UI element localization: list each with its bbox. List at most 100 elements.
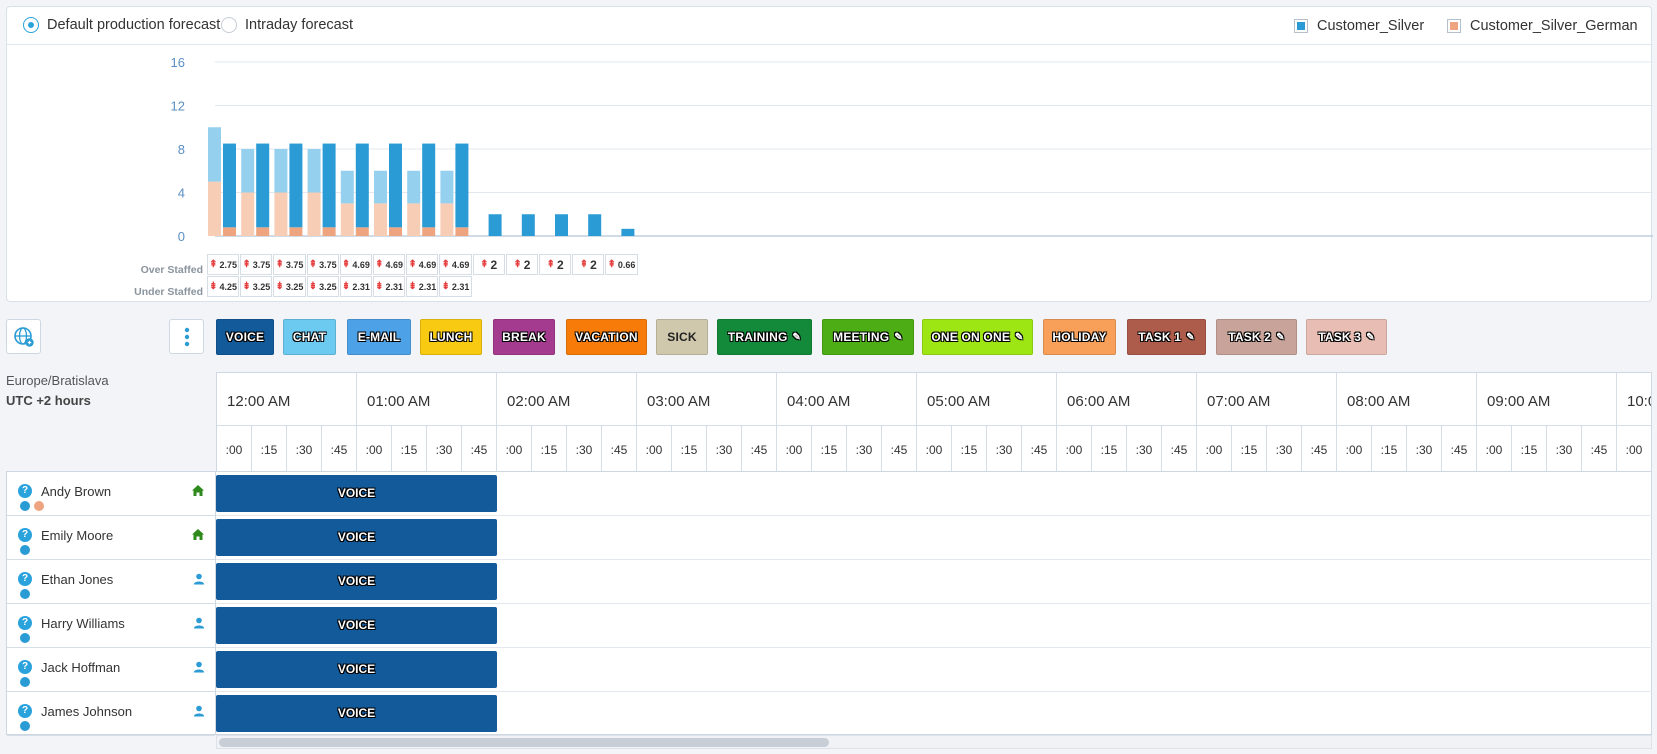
home-icon xyxy=(192,529,204,540)
help-icon[interactable]: ? xyxy=(18,660,32,674)
staffing-value: 2.31 xyxy=(352,281,370,292)
forecast-german-bar xyxy=(208,181,221,236)
over-arrow-icon: ⇞ xyxy=(546,259,555,270)
scheduled-silver-bar xyxy=(621,228,635,236)
shift-block-voice[interactable]: VOICE xyxy=(216,475,497,512)
shift-block-voice[interactable]: VOICE xyxy=(216,519,497,556)
help-icon[interactable]: ? xyxy=(18,528,32,542)
activity-chat[interactable]: CHAT xyxy=(283,319,336,355)
radio-default-forecast[interactable]: Default production forecast xyxy=(23,17,220,33)
staffing-value: 4.69 xyxy=(352,259,370,270)
radio-dot[interactable] xyxy=(23,17,39,33)
activity-e-mail[interactable]: E-MAIL xyxy=(347,319,411,355)
over-arrow-icon: ⇞ xyxy=(441,259,450,270)
activity-sick[interactable]: SICK xyxy=(656,319,708,355)
quarter-label: :30 xyxy=(287,425,322,471)
staffing-value: 3.25 xyxy=(285,281,304,292)
radio-dot[interactable] xyxy=(221,17,237,33)
activity-task-2[interactable]: TASK 2 ✎ xyxy=(1216,319,1297,355)
scrollbar-thumb[interactable] xyxy=(219,738,829,747)
forecast-german-bar xyxy=(274,192,288,236)
hour-label: 09:00 AM xyxy=(1477,373,1617,425)
timezone-name: Europe/Bratislava xyxy=(6,373,109,388)
activity-vacation[interactable]: VACATION xyxy=(566,319,647,355)
agent-name: Andy Brown xyxy=(41,484,112,499)
more-options-button[interactable] xyxy=(169,319,204,354)
activity-break[interactable]: BREAK xyxy=(493,319,555,355)
timezone-button[interactable] xyxy=(6,319,41,354)
staffing-cell: ⇟ 2.31 xyxy=(373,276,406,297)
user-icon xyxy=(193,617,205,629)
staffing-value: 3.75 xyxy=(285,259,304,270)
forecast-silver-bar xyxy=(274,149,288,193)
help-icon[interactable]: ? xyxy=(18,484,32,498)
legend-swatch[interactable] xyxy=(1294,19,1308,33)
pin-icon: ✎ xyxy=(1186,331,1195,343)
staffing-value: 4.69 xyxy=(451,259,470,270)
activity-lunch[interactable]: LUNCH xyxy=(420,319,482,355)
hour-label: 04:00 AM xyxy=(777,373,917,425)
quarter-label: :00 xyxy=(777,425,812,471)
activity-task-3[interactable]: TASK 3 ✎ xyxy=(1306,319,1387,355)
agent-row[interactable]: ? Ethan Jones xyxy=(7,560,215,604)
activity-label: VOICE xyxy=(225,330,265,344)
scheduled-silver-bar xyxy=(422,143,436,228)
activity-one-on-one[interactable]: ONE ON ONE ✎ xyxy=(922,319,1033,355)
radio-intraday-forecast[interactable]: Intraday forecast xyxy=(221,17,353,33)
agent-row[interactable]: ? Harry Williams xyxy=(7,604,215,648)
legend-customer-silver[interactable]: Customer_Silver xyxy=(1294,18,1424,34)
agent-list: ? Andy Brown ? Emily Moore? Ethan Jones? Harr… xyxy=(6,471,216,736)
quarter-label: :15 xyxy=(672,425,707,471)
home-location xyxy=(191,484,205,502)
activity-training[interactable]: TRAINING ✎ xyxy=(717,319,812,355)
quarter-label: :00 xyxy=(217,425,252,471)
staffing-value: 3.25 xyxy=(252,281,271,292)
hour-label: 07:00 AM xyxy=(1197,373,1337,425)
legend-swatch[interactable] xyxy=(1447,19,1461,33)
agent-row[interactable]: ? Jack Hoffman xyxy=(7,648,215,692)
activity-label: HOLIDAY xyxy=(1052,330,1107,344)
under-staffed-label: Under Staffed xyxy=(134,286,203,298)
activity-meeting[interactable]: MEETING ✎ xyxy=(822,319,914,355)
staffing-cell: ⇞ 2 xyxy=(539,254,572,275)
y-tick-label: 4 xyxy=(178,186,185,201)
over-arrow-icon: ⇞ xyxy=(341,259,351,270)
shift-block-voice[interactable]: VOICE xyxy=(216,607,497,644)
legend-customer-silver-german[interactable]: Customer_Silver_German xyxy=(1447,18,1638,34)
activity-voice[interactable]: VOICE xyxy=(216,319,274,355)
activity-holiday[interactable]: HOLIDAY xyxy=(1043,319,1116,355)
agent-name: Jack Hoffman xyxy=(41,660,121,675)
help-icon[interactable]: ? xyxy=(18,704,32,718)
scheduled-german-bar xyxy=(389,227,402,236)
pin-icon: ✎ xyxy=(1366,331,1375,343)
scheduled-silver-bar xyxy=(256,143,270,228)
over-arrow-icon: ⇞ xyxy=(209,259,218,270)
hour-label: 03:00 AM xyxy=(637,373,777,425)
status-dot xyxy=(20,545,30,555)
help-icon[interactable]: ? xyxy=(18,616,32,630)
horizontal-scrollbar[interactable] xyxy=(216,735,1652,749)
agent-row[interactable]: ? James Johnson xyxy=(7,692,215,736)
help-icon[interactable]: ? xyxy=(18,572,32,586)
agent-row[interactable]: ? Emily Moore xyxy=(7,516,215,560)
scheduled-silver-bar xyxy=(588,214,602,236)
status-dot xyxy=(20,721,30,731)
scheduled-silver-bar xyxy=(488,214,502,236)
shift-block-voice[interactable]: VOICE xyxy=(216,695,497,732)
user-location xyxy=(193,616,205,634)
agent-name: Harry Williams xyxy=(41,616,125,631)
quarter-label: :30 xyxy=(427,425,462,471)
quarter-label: :30 xyxy=(707,425,742,471)
staffing-value: 3.25 xyxy=(319,281,337,292)
pin-icon: ✎ xyxy=(1015,331,1024,343)
quarter-label: :15 xyxy=(1512,425,1547,471)
shift-block-voice[interactable]: VOICE xyxy=(216,563,497,600)
activity-task-1[interactable]: TASK 1 ✎ xyxy=(1127,319,1206,355)
quarter-label: :30 xyxy=(1407,425,1442,471)
shift-block-voice[interactable]: VOICE xyxy=(216,651,497,688)
over-arrow-icon: ⇞ xyxy=(275,259,284,270)
scheduled-silver-bar xyxy=(521,214,535,236)
staffing-value: 2 xyxy=(590,257,597,272)
over-arrow-icon: ⇞ xyxy=(408,259,417,270)
agent-row[interactable]: ? Andy Brown xyxy=(7,472,215,516)
